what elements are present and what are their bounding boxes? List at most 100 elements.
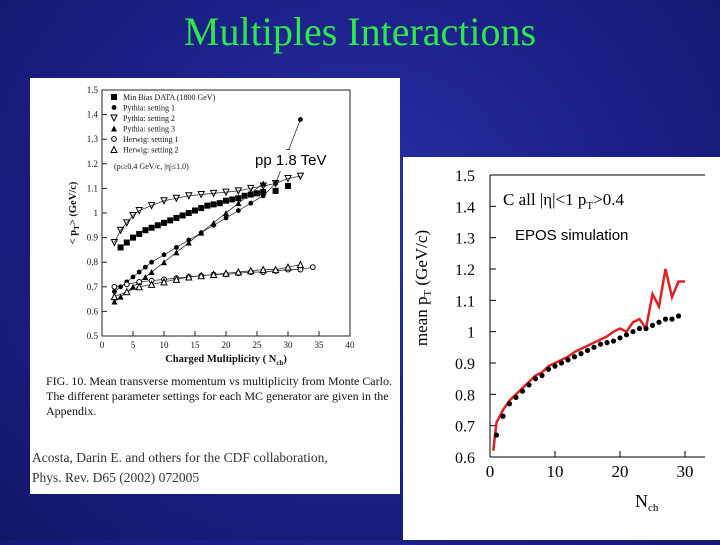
data-point bbox=[117, 293, 124, 300]
data-point bbox=[111, 283, 118, 290]
data-point bbox=[173, 249, 180, 256]
data-point bbox=[500, 413, 506, 419]
legend-marker bbox=[110, 114, 118, 123]
data-point bbox=[271, 265, 280, 274]
legend-entry: Pythia: setting 2 bbox=[123, 114, 175, 123]
data-point bbox=[198, 205, 205, 212]
data-point bbox=[578, 351, 584, 357]
y-tick-label: 0.7 bbox=[455, 419, 475, 436]
y-tick-label: 1.5 bbox=[455, 168, 475, 185]
data-point bbox=[161, 252, 167, 258]
data-point bbox=[591, 344, 597, 350]
data-point bbox=[174, 245, 179, 250]
data-point bbox=[565, 357, 571, 363]
data-point bbox=[147, 280, 156, 288]
slide-title: Multiples Interactions bbox=[183, 9, 537, 54]
series-3 bbox=[111, 180, 267, 305]
data-point bbox=[130, 234, 136, 241]
legend-entry: Pythia: setting 3 bbox=[123, 125, 175, 134]
reference-line-2: Phys. Rev. D65 (2002) 072005 bbox=[32, 470, 200, 485]
data-point bbox=[223, 210, 229, 216]
data-point bbox=[197, 271, 206, 280]
data-point bbox=[643, 325, 649, 332]
data-point bbox=[236, 208, 241, 213]
data-point bbox=[167, 217, 174, 224]
data-point bbox=[532, 376, 539, 382]
data-point bbox=[198, 229, 205, 236]
data-point bbox=[130, 274, 136, 280]
x-tick-label: 40 bbox=[346, 340, 356, 350]
data-point bbox=[656, 319, 662, 325]
y-tick-label: 0.6 bbox=[455, 450, 475, 467]
data-point bbox=[248, 200, 254, 206]
data-point bbox=[172, 275, 181, 283]
data-point bbox=[636, 325, 643, 332]
data-point bbox=[116, 226, 125, 235]
data-point bbox=[539, 372, 545, 379]
series-line bbox=[114, 264, 301, 298]
data-point bbox=[571, 354, 578, 360]
data-point bbox=[136, 230, 143, 237]
y-tick-label: 0.9 bbox=[455, 356, 475, 373]
x-tick-label: 10 bbox=[160, 340, 170, 350]
data-point bbox=[142, 227, 149, 234]
y-tick-label: 1.3 bbox=[455, 231, 475, 248]
data-point bbox=[222, 188, 230, 197]
x-tick-label: 20 bbox=[222, 340, 232, 350]
data-point bbox=[229, 196, 236, 203]
data-point bbox=[506, 401, 513, 407]
y-tick-label: 0.8 bbox=[455, 387, 475, 404]
legend-marker bbox=[111, 125, 117, 132]
figure-caption: FIG. 10. Mean transverse momentum vs mul… bbox=[46, 374, 392, 418]
data-point bbox=[172, 194, 181, 203]
data-point bbox=[247, 190, 254, 197]
reference-text: Acosta, Darin E. and others for the CDF … bbox=[32, 448, 328, 488]
y-tick-label: 0.5 bbox=[87, 331, 99, 341]
data-point bbox=[519, 388, 526, 394]
data-point bbox=[179, 212, 186, 219]
data-point bbox=[309, 264, 316, 271]
legend-marker bbox=[111, 94, 117, 100]
data-point bbox=[173, 214, 180, 221]
x-tick-label: 35 bbox=[315, 340, 325, 350]
data-point bbox=[148, 269, 155, 276]
data-point bbox=[123, 239, 130, 246]
data-point bbox=[604, 340, 610, 346]
x-tick-label: 30 bbox=[284, 340, 294, 350]
data-point bbox=[296, 172, 305, 181]
x-axis-label: Charged Multiplicity ( Nch) bbox=[165, 354, 287, 367]
epos-label: EPOS simulation bbox=[511, 226, 633, 245]
x-tick-label: 5 bbox=[131, 340, 136, 350]
data-point bbox=[117, 244, 124, 251]
x-axis-label: Nch bbox=[635, 491, 659, 514]
data-point bbox=[235, 195, 242, 202]
data-point bbox=[147, 202, 156, 210]
data-point bbox=[284, 175, 292, 183]
epos-figure-panel: 1.5 1.4 1.3 1.2 1.1 1 0.9 0.8 0.7 0.6 0 10 20 30 mean … bbox=[403, 157, 720, 540]
series-0 bbox=[117, 182, 291, 251]
data-point bbox=[210, 219, 217, 226]
data-point bbox=[259, 265, 268, 274]
data-point bbox=[552, 363, 558, 369]
data-point bbox=[197, 191, 206, 199]
data-point bbox=[216, 200, 223, 207]
cdf-figure-panel: 0 5 10 15 20 25 30 35 40 0.5 0.6 0.7 0.8 0.9 1 1.1 1.2 1.… bbox=[30, 78, 400, 494]
data-point bbox=[160, 197, 168, 205]
data-point bbox=[272, 187, 279, 194]
x-tick-label: 0 bbox=[486, 462, 495, 481]
y-tick-label: 0.9 bbox=[87, 233, 99, 243]
data-point bbox=[204, 202, 211, 209]
legend-entry: Herwig: setting 2 bbox=[123, 146, 179, 155]
data-point bbox=[675, 313, 682, 319]
x-tick-label: 0 bbox=[100, 340, 105, 350]
data-point bbox=[617, 335, 623, 341]
data-point bbox=[235, 200, 242, 207]
legend-marker bbox=[111, 136, 117, 142]
data-point bbox=[246, 184, 255, 193]
legend-marker bbox=[110, 145, 118, 153]
y-tick-label: 1.4 bbox=[455, 199, 475, 216]
y-tick-label: 1.5 bbox=[87, 85, 99, 95]
data-point bbox=[597, 341, 604, 347]
data-point bbox=[669, 316, 675, 322]
data-point bbox=[558, 360, 565, 366]
